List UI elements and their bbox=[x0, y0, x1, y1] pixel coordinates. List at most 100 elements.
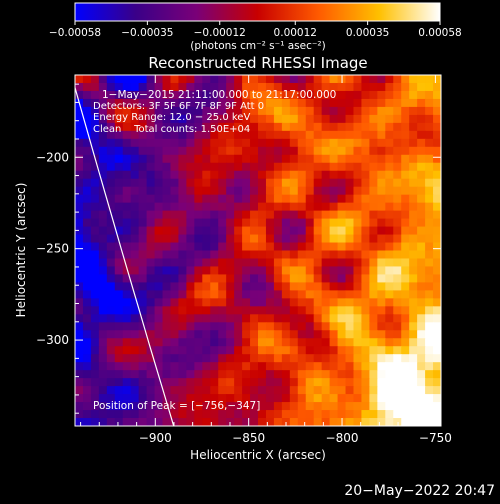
heatmap-pixel bbox=[297, 122, 307, 132]
heatmap-pixel bbox=[98, 386, 108, 395]
heatmap-pixel bbox=[218, 370, 227, 379]
heatmap-pixel bbox=[305, 82, 315, 92]
heatmap-pixel bbox=[433, 210, 441, 220]
heatmap-pixel bbox=[138, 170, 148, 180]
heatmap-pixel bbox=[218, 402, 227, 411]
heatmap-pixel bbox=[401, 290, 410, 299]
heatmap-pixel bbox=[250, 322, 259, 331]
heatmap-pixel bbox=[393, 90, 402, 100]
heatmap-pixel bbox=[289, 106, 299, 116]
heatmap-pixel bbox=[138, 290, 148, 299]
heatmap-pixel bbox=[305, 410, 315, 419]
heatmap-pixel bbox=[242, 75, 251, 84]
heatmap-pixel bbox=[321, 330, 331, 339]
heatmap-pixel bbox=[154, 114, 164, 124]
heatmap-pixel bbox=[289, 346, 299, 355]
heatmap-pixel bbox=[162, 290, 172, 299]
heatmap-pixel bbox=[345, 210, 355, 220]
heatmap-pixel bbox=[361, 82, 370, 92]
heatmap-pixel bbox=[202, 266, 211, 276]
heatmap-pixel bbox=[369, 394, 378, 403]
heatmap-pixel bbox=[258, 290, 267, 299]
heatmap-pixel bbox=[186, 378, 195, 387]
heatmap-pixel bbox=[305, 402, 315, 411]
heatmap-pixel bbox=[98, 258, 108, 268]
heatmap-pixel bbox=[106, 378, 116, 387]
heatmap-pixel bbox=[186, 114, 195, 124]
heatmap-pixel bbox=[345, 338, 355, 347]
heatmap-pixel bbox=[369, 226, 378, 236]
heatmap-pixel bbox=[98, 266, 108, 276]
heatmap-pixel bbox=[202, 410, 211, 419]
heatmap-pixel bbox=[250, 346, 259, 355]
heatmap-pixel bbox=[385, 322, 394, 331]
heatmap-pixel bbox=[186, 234, 195, 244]
heatmap-pixel bbox=[218, 106, 227, 116]
heatmap-pixel bbox=[353, 386, 363, 395]
heatmap-pixel bbox=[385, 274, 394, 284]
heatmap-pixel bbox=[433, 146, 441, 156]
heatmap-pixel bbox=[281, 354, 291, 363]
heatmap-pixel bbox=[75, 218, 84, 228]
heatmap-pixel bbox=[138, 274, 148, 284]
heatmap-pixel bbox=[98, 410, 108, 419]
heatmap-pixel bbox=[417, 330, 426, 339]
heatmap-pixel bbox=[226, 210, 235, 220]
heatmap-pixel bbox=[218, 170, 227, 180]
heatmap-pixel bbox=[417, 170, 426, 180]
heatmap-pixel bbox=[202, 210, 211, 220]
heatmap-pixel bbox=[353, 394, 363, 403]
heatmap-pixel bbox=[250, 234, 259, 244]
heatmap-pixel bbox=[138, 202, 148, 212]
heatmap-pixel bbox=[409, 90, 418, 100]
heatmap-pixel bbox=[122, 338, 132, 347]
heatmap-pixel bbox=[281, 402, 291, 411]
heatmap-pixel bbox=[242, 106, 251, 116]
heatmap-pixel bbox=[313, 354, 323, 363]
heatmap-pixel bbox=[210, 170, 219, 180]
heatmap-pixel bbox=[289, 90, 299, 100]
heatmap-pixel bbox=[377, 338, 386, 347]
heatmap-pixel bbox=[361, 186, 370, 196]
heatmap-pixel bbox=[154, 178, 164, 188]
heatmap-pixel bbox=[337, 90, 347, 100]
heatmap-pixel bbox=[353, 410, 363, 419]
heatmap-pixel bbox=[393, 386, 402, 395]
heatmap-pixel bbox=[361, 266, 370, 276]
heatmap-pixel bbox=[369, 306, 378, 315]
heatmap-pixel bbox=[265, 162, 275, 172]
heatmap-pixel bbox=[281, 226, 291, 236]
heatmap-pixel bbox=[361, 402, 370, 411]
heatmap-pixel bbox=[297, 138, 307, 148]
heatmap-pixel bbox=[265, 370, 275, 379]
heatmap-pixel bbox=[289, 418, 299, 426]
heatmap-pixel bbox=[401, 346, 410, 355]
heatmap-pixel bbox=[186, 338, 195, 347]
heatmap-pixel bbox=[393, 75, 402, 84]
heatmap-pixel bbox=[210, 418, 219, 426]
heatmap-pixel bbox=[138, 218, 148, 228]
heatmap-pixel bbox=[433, 154, 441, 164]
heatmap-pixel bbox=[361, 290, 370, 299]
heatmap-pixel bbox=[409, 75, 418, 84]
heatmap-pixel bbox=[425, 290, 434, 299]
heatmap-pixel bbox=[210, 378, 219, 387]
heatmap-pixel bbox=[281, 346, 291, 355]
heatmap-pixel bbox=[154, 170, 164, 180]
heatmap-pixel bbox=[114, 90, 124, 100]
heatmap-pixel bbox=[98, 354, 108, 363]
heatmap-pixel bbox=[186, 290, 195, 299]
heatmap-pixel bbox=[273, 122, 283, 132]
heatmap-pixel bbox=[114, 338, 124, 347]
heatmap-pixel bbox=[234, 90, 243, 100]
heatmap-pixel bbox=[329, 290, 339, 299]
heatmap-pixel bbox=[138, 322, 148, 331]
heatmap-pixel bbox=[218, 282, 227, 291]
heatmap-pixel bbox=[258, 114, 267, 124]
heatmap-pixel bbox=[297, 202, 307, 212]
heatmap-pixel bbox=[361, 250, 370, 260]
heatmap-pixel bbox=[289, 274, 299, 284]
heatmap-pixel bbox=[281, 242, 291, 252]
heatmap-pixel bbox=[417, 98, 426, 108]
heatmap-pixel bbox=[226, 266, 235, 276]
